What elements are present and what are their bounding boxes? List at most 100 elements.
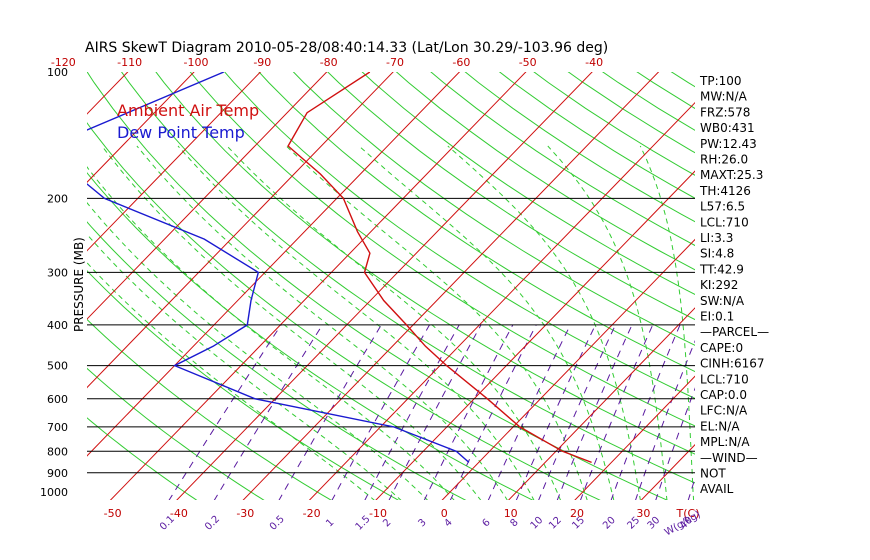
mixing-ratio-line	[538, 324, 616, 500]
dry-adiabat	[87, 221, 467, 500]
dry-adiabat	[327, 72, 695, 321]
dry-adiabat	[464, 72, 695, 223]
pressure-tick-label: 900	[47, 467, 68, 480]
bottom-temp-tick-label: 30	[636, 507, 650, 520]
top-temp-tick-label: -40	[585, 56, 603, 69]
dry-adiabat	[87, 270, 400, 500]
stat-line: FRZ:578	[700, 105, 750, 119]
isotherm-line	[87, 72, 394, 389]
mixing-ratio-tick-label: 4	[442, 517, 454, 529]
bottom-temp-tick-label: 10	[504, 507, 518, 520]
mixing-ratio-tick-label: 8	[508, 517, 520, 529]
isotherm-line	[242, 72, 660, 500]
moist-adiabat	[447, 145, 641, 500]
stat-line: SI:4.8	[700, 247, 734, 261]
moist-adiabat	[101, 145, 482, 500]
bottom-temp-tick-label: -30	[236, 507, 254, 520]
dry-adiabat	[498, 72, 695, 199]
dry-adiabat	[361, 72, 695, 296]
stat-line: NOT	[700, 467, 726, 481]
pressure-tick-label: 1000	[40, 486, 68, 499]
isotherm-line	[87, 72, 262, 252]
stat-line: SW:N/A	[700, 294, 745, 308]
top-temp-tick-label: -120	[51, 56, 76, 69]
stat-line: KI:292	[700, 278, 738, 292]
stat-line: MAXT:25.3	[700, 168, 763, 182]
pressure-axis: 100 200 300 400 500 600 700 800 900 1000	[40, 66, 68, 499]
bottom-temp-tick-label: -40	[170, 507, 188, 520]
dry-adiabat	[292, 72, 695, 346]
isotherm-line	[707, 53, 870, 501]
top-temp-tick-label: -90	[253, 56, 271, 69]
dry-adiabat	[258, 72, 695, 373]
isotherm-line	[87, 72, 195, 183]
bottom-temp-tick-label: 0	[441, 507, 448, 520]
mixing-ratio-line	[388, 324, 482, 500]
pressure-tick-label: 500	[47, 360, 68, 373]
dry-adiabat	[87, 172, 534, 500]
isotherm-line	[308, 101, 695, 500]
moist-adiabat	[285, 145, 588, 500]
legend: Ambient Air Temp Dew Point Temp	[117, 101, 259, 142]
stat-line: EL:N/A	[700, 419, 740, 433]
mixing-ratio-line	[423, 324, 514, 500]
bottom-temp-tick-label: -10	[369, 507, 387, 520]
mixing-ratio-tick-label: 1	[324, 517, 336, 529]
moist-adiabat	[547, 145, 668, 500]
isotherm-line	[87, 72, 328, 320]
pressure-tick-label: 300	[47, 266, 68, 279]
mixing-ratio-line	[655, 387, 695, 500]
dew-point-temp-line	[87, 72, 470, 463]
pressure-tick-label: 700	[47, 421, 68, 434]
chart-title: AIRS SkewT Diagram 2010-05-28/08:40:14.3…	[85, 40, 608, 56]
stat-line: MW:N/A	[700, 90, 748, 104]
mixing-ratio-line	[213, 324, 323, 500]
pressure-tick-label: 600	[47, 393, 68, 406]
dry-adiabat	[601, 72, 695, 131]
isotherm-line	[0, 53, 14, 501]
mixing-ratio-tick-label: 12	[547, 515, 564, 532]
isotherm-line	[87, 72, 461, 457]
stat-line: L57:6.5	[700, 200, 745, 214]
dry-adiabat	[87, 318, 332, 500]
mixing-ratio-line	[556, 324, 633, 500]
mixing-ratio-tick-label: 0.2	[203, 514, 222, 533]
mixing-ratio-line	[364, 324, 460, 500]
stat-line: LCL:710	[700, 372, 749, 386]
stat-line: TH:4126	[699, 184, 751, 198]
mixing-ratio-line	[487, 324, 571, 500]
bottom-temp-tick-label: 20	[570, 507, 584, 520]
dry-adiabat	[395, 72, 695, 271]
mixing-ratio-line	[168, 324, 282, 500]
stat-line: CAP:0.0	[700, 388, 747, 402]
mixing-ratio-tick-label: 10	[529, 515, 546, 532]
mixing-ratio-tick-label: 20	[601, 515, 618, 532]
stat-line: LCL:710	[700, 215, 749, 229]
stat-line: CINH:6167	[700, 357, 765, 371]
stat-line: TT:42.9	[699, 262, 744, 276]
dry-adiabat	[430, 72, 695, 247]
grid-layer	[0, 53, 870, 501]
top-temp-tick-label: -100	[184, 56, 209, 69]
mixing-ratio-line	[278, 324, 382, 500]
pressure-tick-label: 800	[47, 445, 68, 458]
isotherm-line	[375, 170, 695, 500]
top-temp-tick-label: -60	[452, 56, 470, 69]
y-axis-label: PRESSURE (MB)	[72, 237, 86, 332]
mixing-ratio-line	[449, 324, 537, 500]
legend-dew-point-temp: Dew Point Temp	[117, 123, 245, 142]
dry-adiabat	[533, 72, 695, 176]
stat-line: CAPE:0	[700, 341, 743, 355]
dry-adiabat	[670, 72, 695, 88]
pressure-tick-label: 200	[47, 192, 68, 205]
mixing-ratio-tick-label: 6	[480, 517, 492, 529]
ambient-air-temp-line	[287, 72, 592, 464]
stat-line: —WIND—	[700, 451, 758, 465]
isotherm-line	[640, 444, 695, 500]
bottom-temp-tick-label: -50	[104, 507, 122, 520]
bottom-temperature-axis: -50 -40 -30 -20 -10 0 10 20 30 T(C)	[104, 507, 700, 520]
mixing-ratio-tick-label: 0.5	[268, 514, 287, 533]
mixing-ratio-line	[515, 324, 596, 500]
